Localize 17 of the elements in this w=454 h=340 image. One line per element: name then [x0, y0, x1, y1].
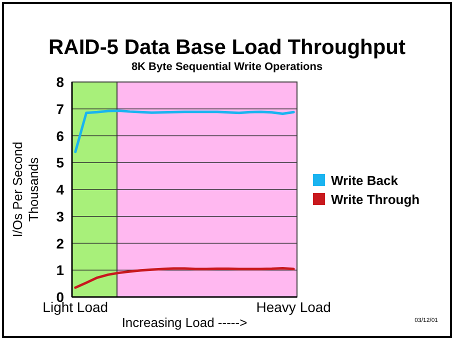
- y-tick-label: 4: [56, 182, 64, 198]
- line-series: [74, 110, 295, 154]
- y-tick-label: 8: [56, 74, 64, 90]
- y-tick-label: 3: [56, 208, 64, 224]
- legend-label: Write Through: [331, 192, 420, 207]
- legend-label: Write Back: [331, 173, 399, 188]
- chart-subtitle: 8K Byte Sequential Write Operations: [131, 61, 323, 73]
- y-tick-label: 6: [56, 128, 64, 144]
- x-axis-title: Increasing Load ----->: [122, 315, 248, 330]
- line-series: [74, 266, 295, 289]
- y-axis-title: I/Os Per Second Thousands: [10, 142, 41, 238]
- chart-title: RAID-5 Data Base Load Throughput: [48, 36, 406, 59]
- y-tick-label: 7: [56, 100, 64, 117]
- y-tick-label: 2: [56, 235, 64, 252]
- y-tick-label: 5: [56, 154, 64, 171]
- x-tick-label: Heavy Load: [256, 299, 331, 315]
- y-tick-label: 1: [56, 262, 64, 278]
